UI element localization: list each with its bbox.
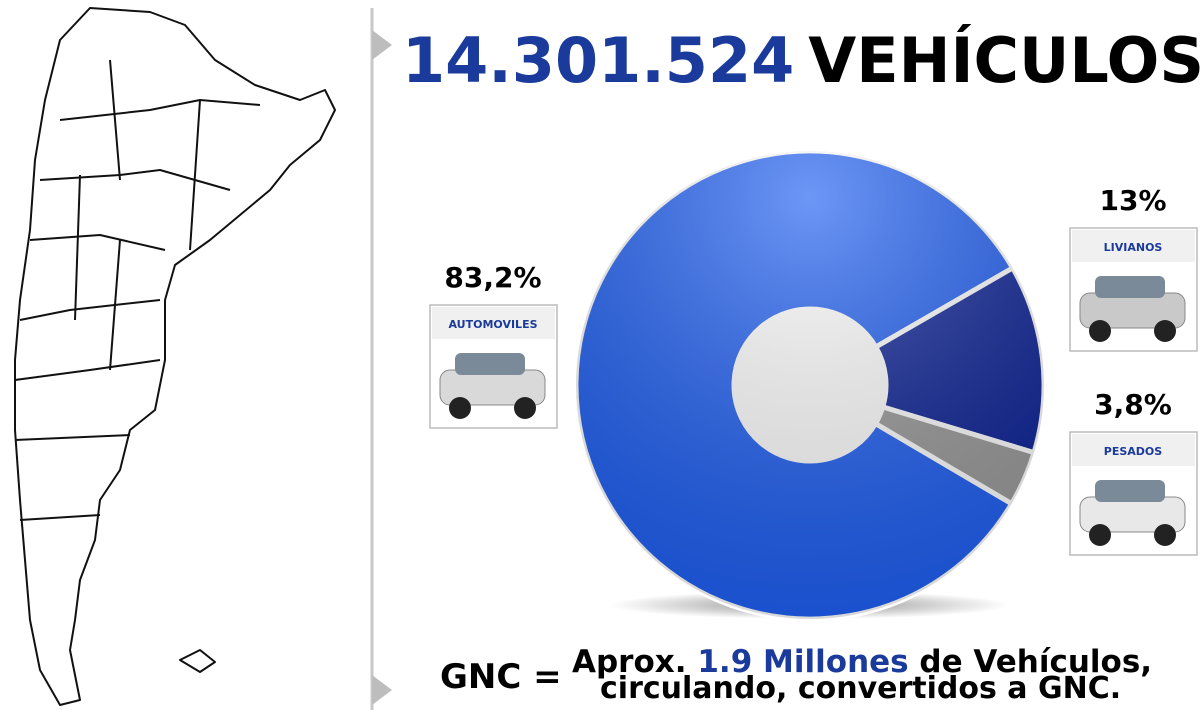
footer-lead: GNC =	[440, 657, 562, 697]
arrow	[372, 675, 392, 705]
title-number: 14.301.524	[402, 24, 794, 97]
wheel	[514, 397, 536, 419]
label-band	[1072, 434, 1195, 466]
wheel	[449, 397, 471, 419]
title-text: VEHÍCULOS	[808, 24, 1202, 97]
wheel	[1154, 320, 1176, 342]
category-label: AUTOMOVILES	[448, 318, 537, 331]
footer-text: de Vehículos,	[919, 644, 1152, 680]
value-label: 3,8%	[1094, 388, 1172, 421]
category-label: LIVIANOS	[1104, 241, 1163, 254]
label-band	[1072, 230, 1195, 262]
footer-line1: Aprox. 1.9 Millones de Vehículos,	[572, 644, 1152, 680]
label-band	[432, 307, 555, 339]
labels: 83,2% AUTOMOVILES 13% LIVIANOS 3,8% PESADOS	[429, 184, 1198, 556]
map	[14, 7, 336, 706]
footer-line2: circulando, convertidos a GNC.	[600, 671, 1121, 706]
arrow	[372, 30, 392, 60]
wheel	[1154, 524, 1176, 546]
value-label: 13%	[1099, 184, 1166, 217]
category-label: PESADOS	[1104, 445, 1162, 458]
wheel	[1089, 320, 1111, 342]
vehicle-window	[455, 353, 525, 375]
wheel	[1089, 524, 1111, 546]
footer-text: Aprox.	[572, 644, 687, 680]
vehicle-window	[1095, 276, 1165, 298]
donut	[573, 148, 1047, 622]
title: 14.301.524 VEHÍCULOS	[402, 24, 1202, 97]
value-label: 83,2%	[444, 261, 541, 294]
footer-highlight: 1.9 Millones	[697, 644, 908, 680]
vehicle-window	[1095, 480, 1165, 502]
